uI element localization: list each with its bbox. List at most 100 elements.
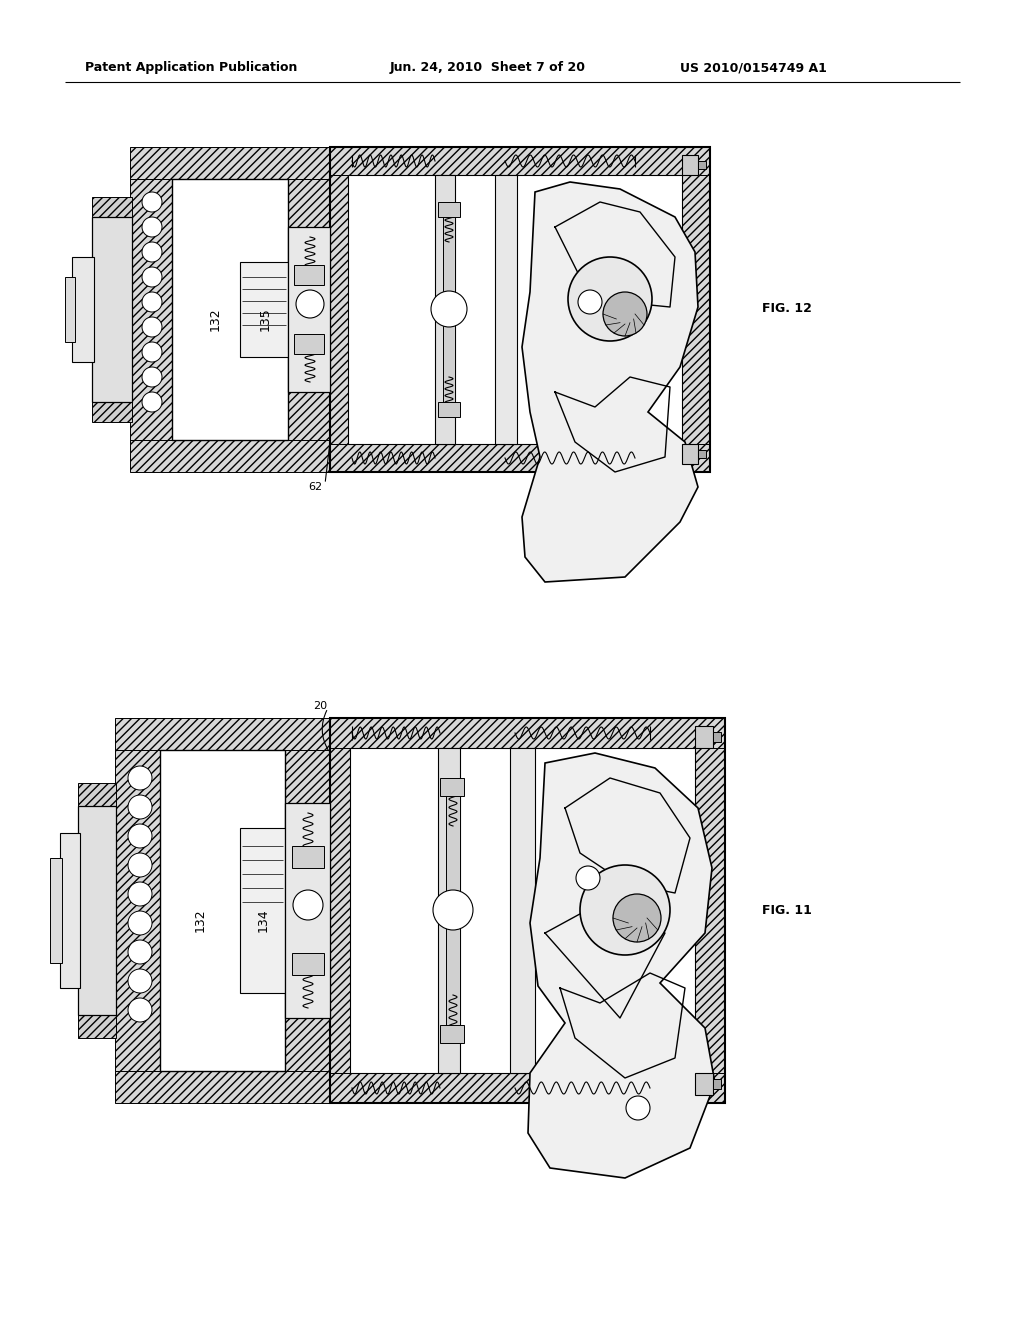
Polygon shape (522, 182, 698, 582)
Circle shape (128, 766, 152, 789)
Bar (713, 1078, 721, 1089)
Bar (130, 180, 172, 440)
Bar (160, 750, 285, 1071)
Bar (682, 176, 710, 444)
Circle shape (128, 940, 152, 964)
Circle shape (128, 998, 152, 1022)
Bar (130, 147, 330, 180)
Circle shape (603, 292, 647, 337)
Bar (130, 440, 330, 473)
Bar (115, 718, 330, 750)
Bar (443, 215, 455, 404)
Text: 134: 134 (256, 908, 269, 932)
Bar (682, 154, 698, 176)
Circle shape (575, 866, 600, 890)
Bar (682, 444, 698, 465)
Bar (78, 1012, 116, 1038)
Bar (240, 261, 288, 356)
Bar (115, 1071, 330, 1104)
Circle shape (142, 317, 162, 337)
Circle shape (128, 969, 152, 993)
Bar (288, 180, 330, 440)
Bar (440, 777, 464, 796)
Circle shape (142, 342, 162, 362)
Text: Patent Application Publication: Patent Application Publication (85, 62, 297, 74)
Text: US 2010/0154749 A1: US 2010/0154749 A1 (680, 62, 826, 74)
Bar (330, 147, 710, 176)
Bar (350, 748, 695, 1073)
Circle shape (142, 267, 162, 286)
Polygon shape (528, 752, 715, 1177)
Circle shape (578, 290, 602, 314)
Bar (698, 450, 706, 458)
Bar (713, 733, 721, 742)
Bar (285, 803, 330, 1018)
Circle shape (293, 890, 323, 920)
Circle shape (128, 853, 152, 876)
Circle shape (128, 824, 152, 847)
Bar (446, 793, 460, 1028)
Text: FIG. 11: FIG. 11 (762, 903, 812, 916)
Circle shape (431, 290, 467, 327)
Circle shape (568, 257, 652, 341)
Bar (292, 846, 324, 869)
Circle shape (128, 911, 152, 935)
Bar (330, 718, 725, 748)
Bar (695, 748, 725, 1073)
Bar (330, 444, 710, 473)
Text: FIG. 12: FIG. 12 (762, 302, 812, 315)
Circle shape (142, 392, 162, 412)
Text: Jun. 24, 2010  Sheet 7 of 20: Jun. 24, 2010 Sheet 7 of 20 (390, 62, 586, 74)
Bar (510, 748, 535, 1073)
Bar (240, 828, 285, 993)
Text: 135: 135 (258, 308, 271, 331)
Bar (78, 783, 116, 808)
Bar (495, 176, 517, 444)
Bar (695, 1073, 713, 1096)
Bar (330, 748, 350, 1073)
Text: 132: 132 (209, 308, 221, 331)
Circle shape (580, 865, 670, 954)
Circle shape (142, 242, 162, 261)
Bar (294, 334, 324, 354)
Bar (288, 227, 330, 392)
Text: 20: 20 (313, 701, 327, 711)
Bar (348, 176, 682, 444)
Bar (330, 718, 725, 1104)
Bar (330, 1073, 725, 1104)
Bar (65, 277, 75, 342)
Bar (698, 161, 706, 169)
Circle shape (142, 292, 162, 312)
Circle shape (296, 290, 324, 318)
Circle shape (142, 216, 162, 238)
Text: 62: 62 (308, 482, 323, 492)
Circle shape (626, 1096, 650, 1119)
Bar (438, 202, 460, 216)
Bar (285, 750, 330, 1071)
Bar (438, 748, 460, 1073)
Bar (72, 257, 94, 362)
Bar (60, 833, 80, 987)
Circle shape (613, 894, 662, 942)
Bar (92, 216, 132, 403)
Bar (92, 403, 132, 422)
Bar (172, 180, 288, 440)
Bar (695, 726, 713, 748)
Bar (435, 176, 455, 444)
Bar (440, 1026, 464, 1043)
Circle shape (142, 367, 162, 387)
Bar (92, 197, 132, 216)
Bar (78, 807, 116, 1015)
Circle shape (433, 890, 473, 931)
Bar (294, 265, 324, 285)
Bar (438, 403, 460, 417)
Circle shape (142, 191, 162, 213)
Text: 132: 132 (194, 908, 207, 932)
Bar (115, 750, 160, 1071)
Bar (50, 858, 62, 964)
Bar (330, 147, 710, 473)
Bar (292, 953, 324, 975)
Bar (330, 176, 348, 444)
Circle shape (128, 882, 152, 906)
Circle shape (128, 795, 152, 818)
